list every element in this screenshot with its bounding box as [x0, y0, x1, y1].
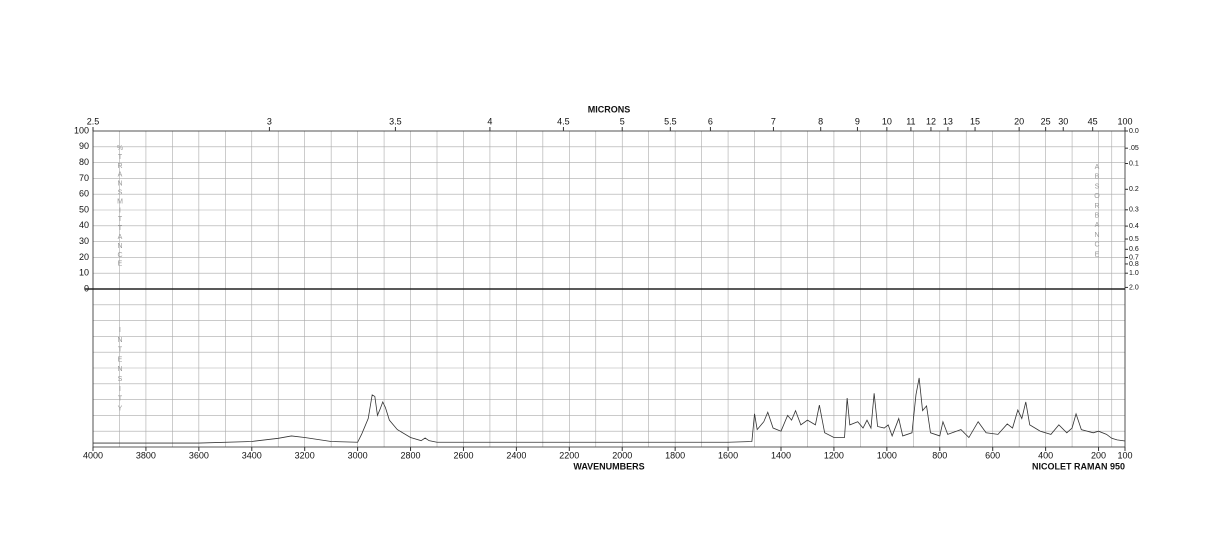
- x-tick-label: 400: [1038, 450, 1053, 460]
- micron-tick-label: 3.5: [389, 116, 402, 126]
- x-tick-label: 1800: [665, 450, 685, 460]
- y-tick-label: 10: [79, 268, 89, 278]
- x-tick-label: 2400: [506, 450, 526, 460]
- x-tick-label: 3400: [242, 450, 262, 460]
- y2-tick-label: 0.3: [1129, 207, 1139, 214]
- micron-tick-label: 45: [1088, 116, 1098, 126]
- instrument-label: NICOLET RAMAN 950: [1032, 461, 1125, 471]
- x-tick-label: 2000: [612, 450, 632, 460]
- y2-tick-label: 1.0: [1129, 270, 1139, 277]
- x-tick-label: 1000: [877, 450, 897, 460]
- x-tick-label: 2800: [401, 450, 421, 460]
- y-tick-label: 90: [79, 141, 89, 151]
- y2-tick-label: 0.4: [1129, 223, 1139, 230]
- top-axis-title: MICRONS: [588, 104, 631, 114]
- y2-tick-label: 0.8: [1129, 261, 1139, 268]
- x-tick-label: 3200: [295, 450, 315, 460]
- micron-tick-label: 11: [906, 116, 915, 126]
- x-tick-label: 1200: [824, 450, 844, 460]
- micron-tick-label: 25: [1041, 116, 1051, 126]
- y-tick-label: 40: [79, 220, 89, 230]
- y-tick-label: 80: [79, 157, 89, 167]
- y-tick-label: 100: [74, 125, 89, 135]
- x-tick-label: 600: [985, 450, 1000, 460]
- micron-tick-label: 3: [267, 116, 272, 126]
- x-tick-label: 200: [1091, 450, 1106, 460]
- micron-tick-label: 6: [708, 116, 713, 126]
- y-tick-label: 60: [79, 189, 89, 199]
- x-tick-label: 4000: [83, 450, 103, 460]
- y-tick-label: 70: [79, 173, 89, 183]
- y-tick-label: 50: [79, 204, 89, 214]
- x-tick-label: 3600: [189, 450, 209, 460]
- y2-tick-label: 0.1: [1129, 160, 1139, 167]
- y2-tick-label: 0.5: [1129, 236, 1139, 243]
- x-tick-label: 1600: [718, 450, 738, 460]
- micron-tick-label: 8: [818, 116, 823, 126]
- x-tick-label: 3800: [136, 450, 156, 460]
- micron-tick-label: 15: [970, 116, 980, 126]
- spectrum-line: [93, 377, 1126, 444]
- micron-tick-label: 100: [1117, 116, 1132, 126]
- micron-tick-label: 12: [926, 116, 936, 126]
- micron-tick-label: 2.5: [87, 116, 100, 126]
- y2-tick-label: .05: [1129, 145, 1139, 152]
- micron-tick-label: 7: [771, 116, 776, 126]
- micron-tick-label: 4.5: [557, 116, 570, 126]
- micron-tick-label: 13: [943, 116, 953, 126]
- y2-tick-label: 0.2: [1129, 186, 1139, 193]
- micron-tick-label: 9: [855, 116, 860, 126]
- x-tick-label: 2600: [453, 450, 473, 460]
- y-tick-label: 30: [79, 236, 89, 246]
- y2-tick-label: 0.0: [1129, 128, 1139, 135]
- x-axis-title: WAVENUMBERS: [573, 461, 644, 471]
- y-tick-label: 20: [79, 252, 89, 262]
- y2-tick-label: 0.7: [1129, 254, 1139, 261]
- micron-tick-label: 20: [1014, 116, 1024, 126]
- micron-tick-label: 10: [882, 116, 892, 126]
- micron-tick-label: 5.5: [664, 116, 677, 126]
- x-tick-label: 1400: [771, 450, 791, 460]
- micron-tick-label: 30: [1058, 116, 1068, 126]
- x-tick-label: 800: [932, 450, 947, 460]
- y-axis-title: % T R A N S M I T T A N C E: [117, 145, 123, 268]
- x-tick-label: 2200: [559, 450, 579, 460]
- micron-tick-label: 5: [620, 116, 625, 126]
- y2-tick-label: 2.0: [1129, 284, 1139, 291]
- y2-tick-label: 0.6: [1129, 246, 1139, 253]
- x-tick-label: 100: [1117, 450, 1132, 460]
- micron-tick-label: 4: [487, 116, 492, 126]
- x-tick-label: 3000: [348, 450, 368, 460]
